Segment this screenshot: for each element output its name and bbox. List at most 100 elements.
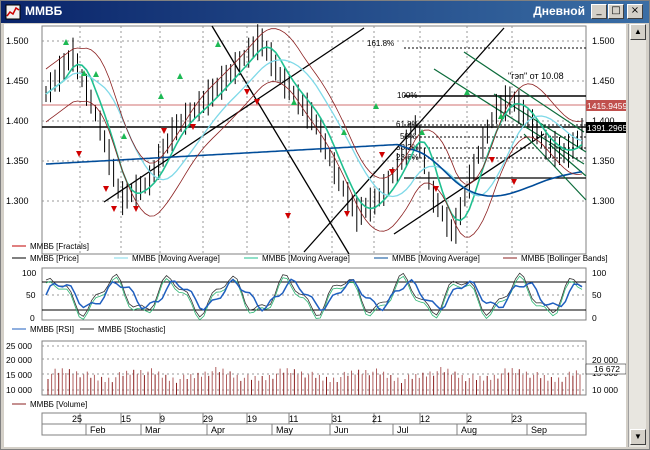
close-button[interactable]: × bbox=[627, 4, 643, 19]
chart-area[interactable]: 1.500 1.450 1.400 1.350 1.300 1.500 1.45… bbox=[4, 24, 626, 447]
time-day-label: 11 bbox=[289, 414, 298, 424]
price-tag-upper bbox=[586, 100, 626, 111]
osc-axis-label: 0 bbox=[30, 313, 35, 323]
time-day-label: 25 bbox=[72, 414, 82, 424]
osc-axis-label: 100 bbox=[22, 268, 36, 278]
fractal-down-icon bbox=[433, 186, 439, 192]
time-day-label: 29 bbox=[203, 414, 213, 424]
fractal-up-icon bbox=[341, 129, 347, 135]
fib-label: 100% bbox=[397, 91, 417, 100]
moving-average-fast bbox=[45, 46, 583, 222]
price-axis-right-label: 1.450 bbox=[592, 76, 615, 86]
time-day-label: 15 bbox=[121, 414, 131, 424]
fractal-down-icon bbox=[285, 213, 291, 219]
minimize-button[interactable]: _ bbox=[591, 4, 607, 19]
fractal-down-icon bbox=[161, 128, 167, 134]
price-axis-label: 1.350 bbox=[6, 156, 29, 166]
legend-item: ММВБ [Bollinger Bands] bbox=[521, 254, 608, 263]
volume-bars bbox=[47, 367, 581, 395]
osc-axis-label: 50 bbox=[26, 290, 36, 300]
time-day-label: 21 bbox=[372, 414, 382, 424]
price-tag-lower bbox=[586, 122, 626, 133]
fractal-down-icon bbox=[344, 211, 350, 217]
price-legend: ММВБ [Fractals] ММВБ [Price] ММВБ [Movin… bbox=[12, 242, 608, 263]
time-axis: 25 15 9 29 19 11 31 21 12 2 23 Feb Mar A… bbox=[41, 412, 587, 436]
volume-axis-label: 10 000 bbox=[6, 385, 32, 395]
rsi-line bbox=[45, 278, 583, 312]
fib-label: 61.8% bbox=[396, 120, 419, 129]
chart-canvas[interactable]: 1.500 1.450 1.400 1.350 1.300 1.500 1.45… bbox=[4, 24, 626, 447]
fractal-up-icon bbox=[498, 113, 504, 119]
fib-label: 161.8% bbox=[367, 39, 394, 48]
price-panel: 1.500 1.450 1.400 1.350 1.300 1.500 1.45… bbox=[6, 24, 626, 255]
legend-item: ММВБ [Moving Average] bbox=[262, 254, 350, 263]
horizontal-grid bbox=[42, 40, 586, 202]
time-day-label: 31 bbox=[332, 414, 342, 424]
maximize-button[interactable]: □ bbox=[608, 4, 624, 19]
osc-axis-right-label: 50 bbox=[592, 290, 602, 300]
legend-item: ММВБ [Price] bbox=[30, 254, 79, 263]
scroll-up-icon[interactable]: ▲ bbox=[630, 24, 646, 40]
volume-tag bbox=[585, 363, 626, 375]
oscillator-series bbox=[45, 272, 583, 321]
fractal-up-icon bbox=[158, 93, 164, 99]
bollinger-lower bbox=[45, 81, 583, 238]
fractal-up-icon bbox=[177, 73, 183, 79]
time-month-label: Sep bbox=[531, 425, 547, 435]
fib-label: 23.6% bbox=[396, 153, 419, 162]
time-day-label: 23 bbox=[512, 414, 522, 424]
chart-app-icon bbox=[5, 4, 21, 20]
fractal-up-icon bbox=[464, 89, 470, 95]
fractal-up-icon bbox=[81, 70, 87, 76]
fractal-down-icon bbox=[254, 99, 260, 105]
price-axis-label: 1.450 bbox=[6, 76, 29, 86]
fractal-down-icon bbox=[103, 186, 109, 192]
fractal-up-icon bbox=[121, 133, 127, 139]
price-series bbox=[45, 24, 583, 244]
fractal-down-icon bbox=[389, 169, 395, 175]
fractal-up-icon bbox=[291, 99, 297, 105]
time-day-label: 9 bbox=[160, 414, 165, 424]
volume-axis-label: 15 000 bbox=[6, 370, 32, 380]
volume-axis-label: 25 000 bbox=[6, 341, 32, 351]
vertical-scrollbar[interactable]: ▲ ▼ bbox=[628, 24, 646, 447]
legend-item: ММВБ [Fractals] bbox=[30, 242, 89, 251]
legend-item: ММВБ [Moving Average] bbox=[132, 254, 220, 263]
time-day-label: 12 bbox=[420, 414, 430, 424]
fractal-down-icon bbox=[379, 152, 385, 158]
time-month-label: Apr bbox=[211, 425, 225, 435]
price-tag-lower-text: 1391.29651 bbox=[587, 123, 626, 133]
scroll-down-icon[interactable]: ▼ bbox=[630, 429, 646, 445]
fractal-down-icon bbox=[489, 157, 495, 163]
time-month-label: Aug bbox=[461, 425, 477, 435]
fib-label: 50% bbox=[400, 132, 416, 141]
fractal-up-icon bbox=[215, 41, 221, 47]
fractal-down-icon bbox=[133, 206, 139, 212]
stochastic-signal-line bbox=[45, 275, 583, 321]
legend-item: ММВБ [Stochastic] bbox=[98, 325, 166, 334]
period-label: Дневной bbox=[533, 4, 585, 18]
fractal-down-icon bbox=[511, 179, 517, 185]
price-axis-right-label: 1.500 bbox=[592, 36, 615, 46]
fractal-up-icon bbox=[419, 129, 425, 135]
time-month-label: Jun bbox=[334, 425, 349, 435]
fractal-down-icon bbox=[111, 206, 117, 212]
price-axis-label: 1.400 bbox=[6, 116, 29, 126]
fractal-markers bbox=[63, 39, 517, 219]
osc-axis-right-label: 0 bbox=[592, 313, 597, 323]
volume-panel: 25 000 20 000 15 000 10 000 20 000 15 00… bbox=[6, 340, 626, 409]
fractal-up-icon bbox=[373, 103, 379, 109]
time-day-label: 19 bbox=[247, 414, 257, 424]
fractal-up-icon bbox=[93, 71, 99, 77]
time-month-label: Feb bbox=[90, 425, 106, 435]
fractal-down-icon bbox=[76, 151, 82, 157]
volume-axis-label: 20 000 bbox=[6, 355, 32, 365]
oscillator-panel: 100 50 0 100 50 0 ММВБ [RSI] ММВБ [Stoch… bbox=[12, 267, 606, 334]
time-month-label: Mar bbox=[145, 425, 161, 435]
title-bar[interactable]: ММВБ Дневной _ □ × bbox=[1, 1, 649, 23]
price-axis-right-label: 1.350 bbox=[592, 156, 615, 166]
time-month-label: May bbox=[276, 425, 294, 435]
fractal-down-icon bbox=[244, 89, 250, 95]
price-axis-label: 1.500 bbox=[6, 36, 29, 46]
